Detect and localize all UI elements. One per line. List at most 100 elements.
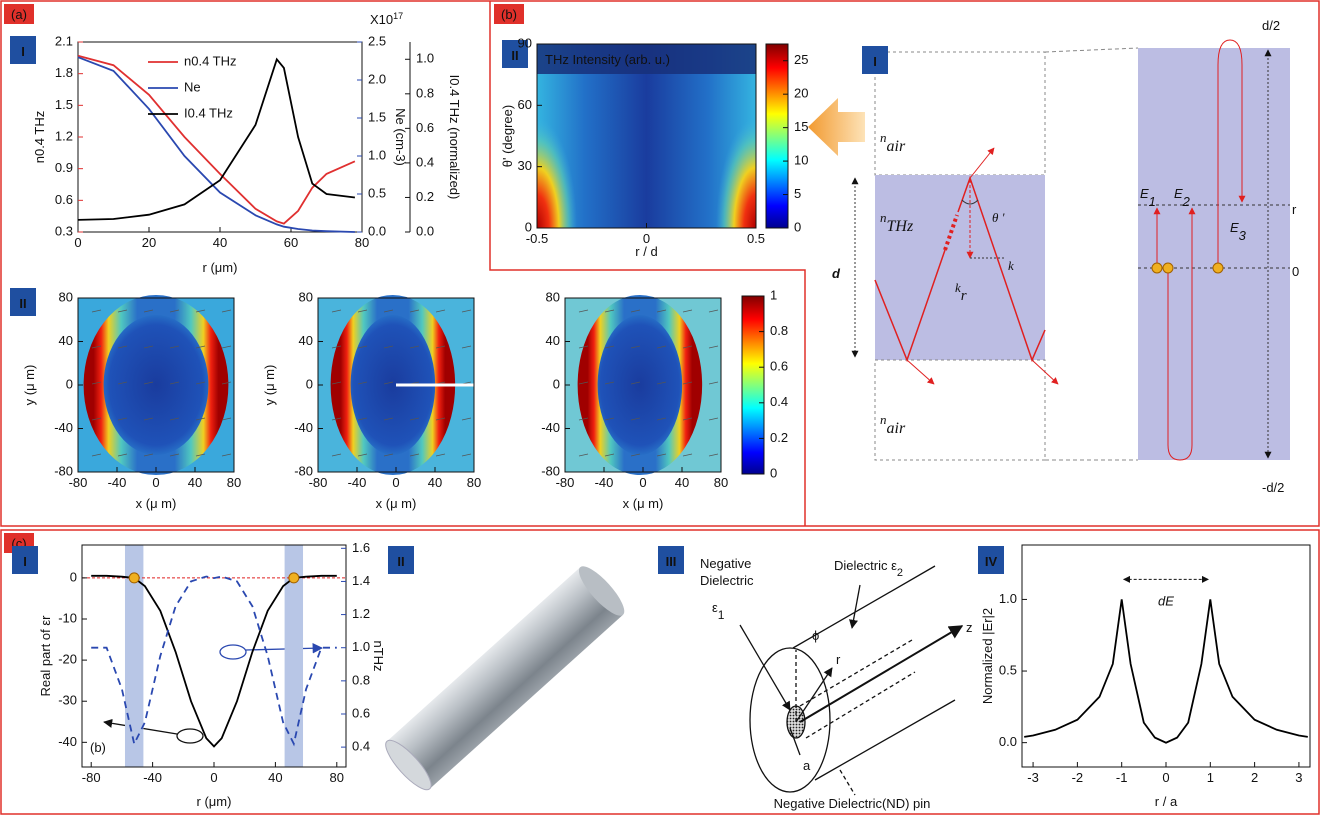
label: Ne (cm-3) [393, 108, 408, 166]
label: x (μ m) [623, 496, 664, 511]
label: 1.2 [55, 128, 73, 143]
label: 0.9 [55, 160, 73, 175]
label: d/2 [1262, 18, 1280, 33]
label: 0.8 [352, 672, 370, 687]
heatmap-ring [94, 305, 219, 465]
label: -40 [143, 770, 162, 785]
label: 40 [59, 333, 73, 348]
label: 1.0 [368, 147, 386, 162]
label: I0.4 THz [184, 105, 233, 120]
orange-arrow [808, 98, 865, 156]
label: 2.5 [368, 33, 386, 48]
label: II [397, 554, 404, 569]
label: II [19, 296, 26, 311]
label: 0 [306, 376, 313, 391]
label: -30 [58, 693, 77, 708]
label: -1 [1116, 770, 1128, 785]
label: 40 [546, 333, 560, 348]
label: -40 [348, 475, 367, 490]
label: 0.5 [747, 231, 765, 246]
label: 30 [518, 158, 532, 173]
plot-frame [1022, 545, 1310, 767]
label-sub: r [961, 288, 967, 304]
label-sub: 2 [897, 567, 903, 579]
label-sub: air [887, 138, 906, 155]
rich-label: ε1 [712, 600, 725, 622]
label: 0 [639, 475, 646, 490]
label-main: E [1230, 220, 1239, 235]
label: 0.8 [770, 323, 788, 338]
label: x (μ m) [136, 496, 177, 511]
label: 1.6 [352, 540, 370, 555]
label: 40 [213, 235, 227, 250]
label: 80 [467, 475, 481, 490]
label: 80 [714, 475, 728, 490]
label: 0.6 [416, 120, 434, 135]
label: 60 [518, 97, 532, 112]
label-sub: 3 [1239, 228, 1247, 243]
label: 80 [299, 289, 313, 304]
label: 1.5 [55, 97, 73, 112]
label: Negative Dielectric(ND) pin [774, 796, 931, 811]
exponent: X1017 [370, 11, 403, 27]
label: 1.0 [416, 51, 434, 66]
label-sub: THz [887, 218, 914, 235]
label: n0.4 THz [32, 111, 47, 164]
rich-label: nair [880, 412, 906, 437]
label: (b) [501, 7, 517, 22]
label: 40 [428, 475, 442, 490]
crossing-point [129, 573, 139, 583]
label: r (μm) [197, 794, 232, 809]
label: (b) [90, 740, 106, 755]
label: 0 [66, 376, 73, 391]
label: 0.6 [352, 705, 370, 720]
label: a [803, 758, 811, 773]
label-sub: air [887, 420, 906, 437]
label: nTHz [371, 640, 386, 671]
label: -80 [82, 770, 101, 785]
label: 0.3 [55, 223, 73, 238]
label: 2 [1251, 770, 1258, 785]
colorbar [766, 44, 788, 228]
label: 0 [70, 569, 77, 584]
colorbar [742, 296, 764, 474]
label: 0 [525, 219, 532, 234]
label: I [873, 54, 877, 69]
label: 20 [794, 86, 808, 101]
figure: (a)(b)(c)IIIIIIIIIIIIIV0204060800.30.60.… [0, 0, 1320, 815]
label: 0.5 [999, 662, 1017, 677]
label: 80 [546, 289, 560, 304]
rich-label: Dielectric ε2 [834, 558, 903, 579]
label: 0.5 [368, 185, 386, 200]
label: ϕ [812, 628, 819, 643]
label: 15 [794, 119, 808, 134]
heatmap [497, 44, 796, 338]
label: 0.0 [368, 223, 386, 238]
label: y (μ m) [22, 365, 37, 406]
label: r / a [1155, 794, 1178, 809]
label: r [1292, 202, 1297, 217]
label: -80 [54, 463, 73, 478]
label: 40 [268, 770, 282, 785]
label: (a) [11, 7, 27, 22]
series-line [1024, 599, 1308, 742]
label: 20 [142, 235, 156, 250]
label: 10 [794, 153, 808, 168]
label: 80 [227, 475, 241, 490]
series-line [78, 59, 355, 220]
label: z [966, 620, 973, 635]
rich-label: nair [880, 130, 906, 155]
label: r [836, 652, 841, 667]
label: 0.6 [55, 192, 73, 207]
exponent-power: 17 [393, 11, 403, 21]
diagram-c3-shapes [740, 566, 962, 795]
label: 1.4 [352, 573, 370, 588]
label: dE [1158, 593, 1174, 608]
label-main: E [1140, 186, 1149, 201]
label: 0.0 [416, 223, 434, 238]
label: -40 [108, 475, 127, 490]
label: 40 [675, 475, 689, 490]
label: 1.8 [55, 65, 73, 80]
label: d [832, 266, 841, 281]
label: -10 [58, 610, 77, 625]
